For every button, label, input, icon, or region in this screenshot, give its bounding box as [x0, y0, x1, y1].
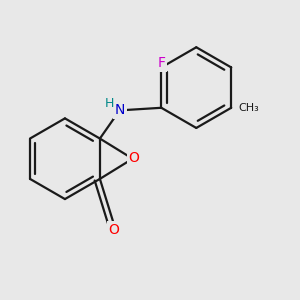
Text: CH₃: CH₃ — [239, 103, 260, 113]
Text: H: H — [104, 97, 114, 110]
Text: F: F — [157, 56, 165, 70]
Text: N: N — [115, 103, 125, 117]
Text: O: O — [109, 223, 119, 237]
Text: O: O — [128, 151, 139, 165]
